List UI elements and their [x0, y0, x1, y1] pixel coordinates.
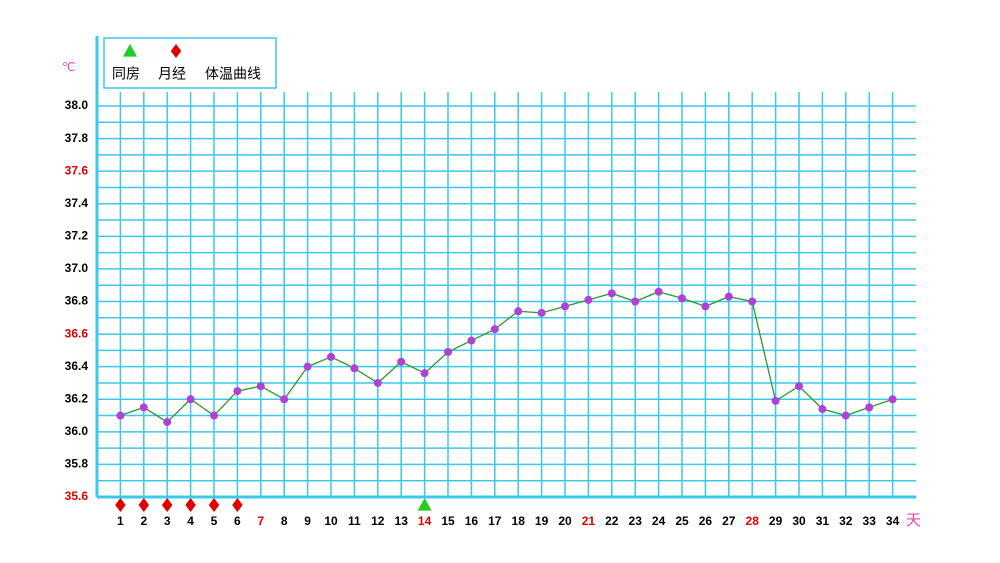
temperature-point: [420, 369, 429, 378]
x-tick-label: 14: [418, 514, 432, 528]
y-unit: ℃: [62, 60, 75, 74]
y-tick-label: 37.4: [65, 196, 89, 210]
temperature-point: [256, 382, 265, 391]
x-tick-label: 1: [117, 514, 124, 528]
temperature-point: [303, 362, 312, 371]
temperature-point: [373, 378, 382, 387]
x-tick-label: 11: [348, 514, 361, 528]
x-tick-label: 31: [816, 514, 830, 528]
y-tick-label: 36.4: [65, 359, 89, 373]
x-tick-label: 4: [187, 514, 194, 528]
temperature-point: [514, 307, 523, 316]
triangle-marker: [417, 498, 432, 511]
y-tick-label: 37.6: [65, 163, 89, 177]
x-tick-label: 30: [792, 514, 806, 528]
x-tick-label: 3: [164, 514, 171, 528]
x-tick-label: 34: [886, 514, 900, 528]
temperature-point: [818, 405, 827, 414]
temperature-point: [771, 396, 780, 405]
x-tick-label: 23: [629, 514, 643, 528]
diamond-marker: [115, 498, 126, 512]
x-tick-label: 21: [582, 514, 596, 528]
x-tick-label: 9: [304, 514, 311, 528]
temperature-line: [120, 291, 893, 423]
x-tick-label: 25: [675, 514, 689, 528]
legend-marker: [170, 44, 182, 58]
temperature-point: [350, 364, 359, 373]
x-tick-label: 29: [769, 514, 783, 528]
y-tick-label: 36.6: [65, 326, 89, 340]
y-tick-label: 38.0: [65, 98, 89, 112]
x-tick-label: 26: [699, 514, 713, 528]
temperature-point: [888, 395, 897, 404]
x-tick-label: 33: [863, 514, 877, 528]
y-tick-label: 37.8: [65, 131, 89, 145]
x-tick-label: 22: [605, 514, 619, 528]
x-tick-label: 2: [140, 514, 147, 528]
temperature-point: [795, 382, 803, 391]
x-tick-label: 28: [746, 514, 760, 528]
x-tick-label: 8: [281, 514, 288, 528]
temperature-point: [537, 308, 546, 317]
temperature-point: [444, 348, 452, 357]
y-tick-label: 37.2: [65, 229, 89, 243]
temperature-point: [210, 411, 218, 420]
y-tick-label: 37.0: [65, 261, 89, 275]
diamond-marker: [208, 498, 220, 512]
y-tick-label: 36.2: [65, 391, 89, 405]
x-tick-label: 16: [465, 514, 479, 528]
temperature-point: [724, 292, 733, 301]
y-tick-label: 35.6: [65, 489, 89, 503]
x-tick-label: 19: [535, 514, 549, 528]
temperature-point: [467, 336, 476, 345]
diamond-marker: [138, 498, 150, 512]
x-tick-label: 15: [441, 514, 455, 528]
temperature-point: [163, 418, 172, 427]
y-tick-label: 36.8: [65, 294, 89, 308]
y-tick-label: 36.0: [65, 424, 89, 438]
x-tick-label: 24: [652, 514, 666, 528]
legend-label: 同房: [112, 66, 140, 82]
legend-label: 月经: [158, 66, 186, 82]
temperature-point: [561, 302, 569, 311]
x-tick-label: 12: [371, 514, 385, 528]
temperature-point: [701, 302, 710, 311]
temperature-point: [631, 297, 640, 306]
temperature-point: [607, 289, 616, 298]
temperature-point: [280, 395, 289, 404]
legend-marker: [123, 44, 137, 57]
y-tick-label: 35.8: [65, 457, 89, 471]
temperature-point: [116, 411, 125, 420]
x-tick-label: 5: [211, 514, 218, 528]
x-tick-label: 6: [234, 514, 241, 528]
temperature-point: [139, 403, 148, 412]
temperature-point: [233, 387, 242, 396]
legend-label: 体温曲线: [205, 66, 261, 82]
temperature-point: [865, 403, 874, 412]
x-tick-label: 10: [324, 514, 338, 528]
x-tick-label: 32: [839, 514, 853, 528]
temperature-point: [678, 294, 686, 303]
diamond-marker: [185, 498, 196, 512]
temperature-point: [841, 411, 850, 420]
legend-box: [103, 37, 277, 89]
diamond-marker: [232, 498, 243, 512]
x-tick-label: 7: [257, 514, 264, 528]
x-tick-label: 20: [558, 514, 572, 528]
x-tick-label: 17: [488, 514, 502, 528]
temperature-point: [490, 325, 499, 334]
x-tick-label: 18: [512, 514, 526, 528]
diamond-marker: [161, 498, 173, 512]
x-tick-label: 13: [395, 514, 409, 528]
temperature-point: [748, 297, 757, 306]
x-unit: 天: [906, 512, 921, 529]
x-tick-label: 27: [722, 514, 736, 528]
temperature-point: [186, 395, 195, 404]
temperature-point: [584, 295, 593, 304]
temperature-point: [327, 352, 335, 361]
temperature-point: [654, 287, 663, 296]
temperature-point: [397, 357, 406, 366]
